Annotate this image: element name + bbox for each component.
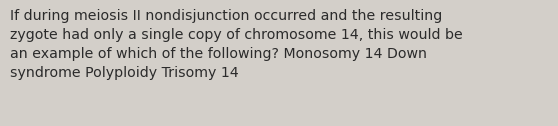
Text: If during meiosis II nondisjunction occurred and the resulting
zygote had only a: If during meiosis II nondisjunction occu… (10, 9, 463, 80)
